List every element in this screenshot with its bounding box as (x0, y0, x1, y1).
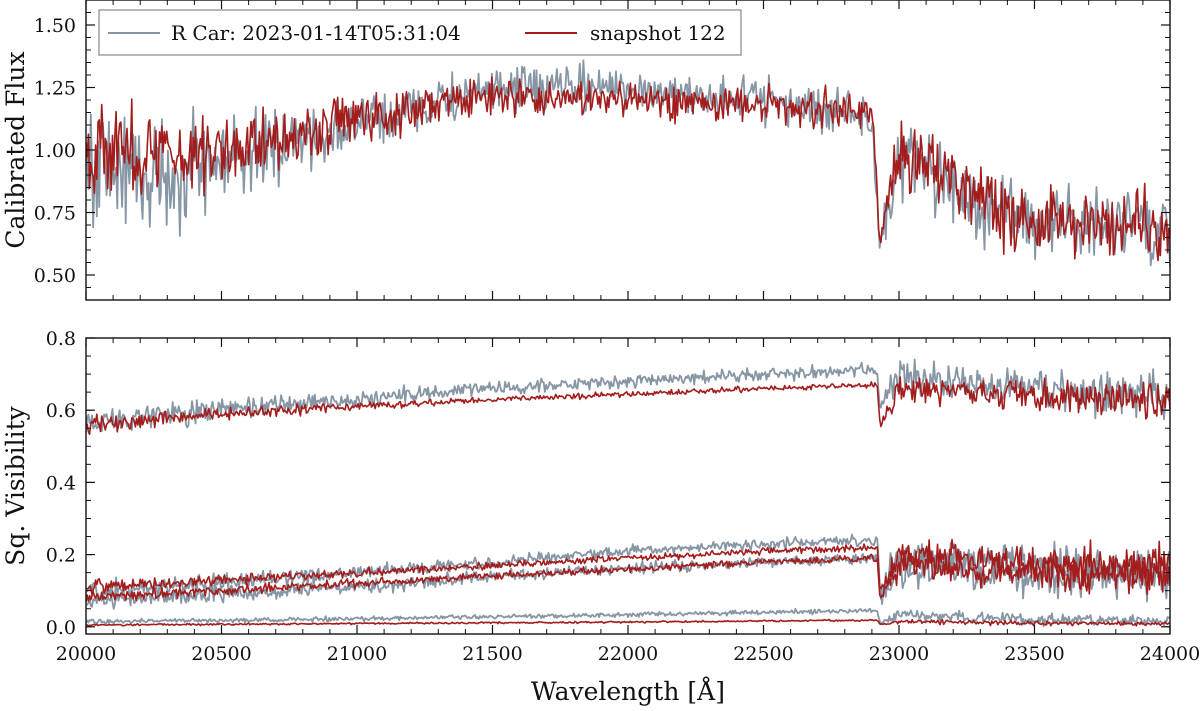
visibility-panel: 20000 20500 21000 21500 22000 22500 23000 23500… (1, 328, 1200, 706)
flux-y-tick-label: 0.75 (34, 203, 76, 225)
visibility-y-tick-label: 0.0 (46, 617, 76, 639)
legend-label-observed: R Car: 2023-01-14T05:31:04 (171, 21, 461, 45)
visibility-series-1-line (86, 358, 1170, 433)
visibility-y-tick-label: 0.8 (46, 328, 76, 350)
visibility-y-tick-label: 0.4 (46, 472, 76, 494)
x-tick-label: 22500 (733, 643, 793, 665)
visibility-series-group (86, 358, 1170, 628)
flux-tick-group: 0.50 0.75 1.00 1.25 1.50 (34, 0, 1171, 301)
x-tick-label: 20500 (191, 643, 251, 665)
visibility-series-4-line (86, 607, 1170, 628)
visibility-series-8-line (86, 618, 1170, 627)
x-tick-label: 21500 (462, 643, 522, 665)
flux-y-axis-title: Calibrated Flux (1, 51, 30, 248)
x-tick-label: 23000 (869, 643, 929, 665)
visibility-y-tick-label: 0.2 (46, 545, 76, 567)
flux-legend: R Car: 2023-01-14T05:31:04 snapshot 122 (98, 9, 742, 56)
visibility-series-7-line (86, 550, 1170, 603)
visibility-y-tick-label: 0.6 (46, 400, 76, 422)
x-tick-label: 20000 (56, 643, 116, 665)
visibility-series-2-line (86, 533, 1170, 600)
flux-series-2-line (86, 76, 1170, 262)
x-tick-label: 24000 (1140, 643, 1200, 665)
flux-y-tick-label: 1.50 (34, 15, 76, 37)
visibility-series-6-line (86, 538, 1170, 596)
flux-y-tick-label: 1.25 (34, 78, 76, 100)
flux-series-group (86, 59, 1170, 268)
x-axis-title: Wavelength [Å] (531, 676, 725, 706)
visibility-y-axis-title: Sq. Visibility (1, 405, 30, 565)
visibility-tick-group: 20000 20500 21000 21500 22000 22500 23000 23500… (46, 328, 1200, 665)
visibility-series-5-line (86, 376, 1170, 436)
x-tick-label: 23500 (1004, 643, 1064, 665)
x-tick-label: 22000 (598, 643, 658, 665)
flux-y-tick-label: 1.00 (34, 140, 76, 162)
legend-frame (98, 9, 742, 56)
flux-y-tick-label: 0.50 (34, 265, 76, 287)
flux-series-1-line (86, 59, 1170, 268)
flux-panel: 0.50 0.75 1.00 1.25 1.50 Calibrated Flux R C… (1, 0, 1171, 301)
x-tick-label: 21000 (327, 643, 387, 665)
legend-label-model: snapshot 122 (590, 21, 726, 45)
